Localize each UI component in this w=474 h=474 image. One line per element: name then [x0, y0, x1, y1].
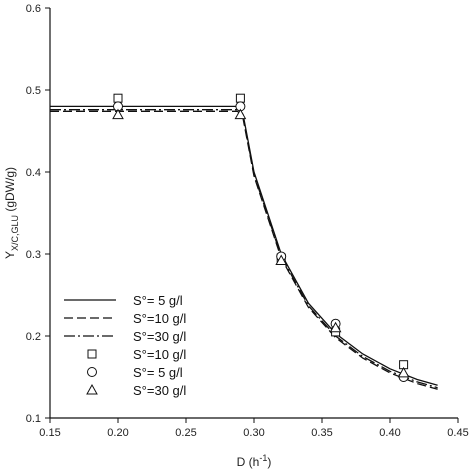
- series-line-1: [50, 110, 438, 390]
- square-point-0-0: [113, 93, 123, 103]
- x-tick-label-1: 0.20: [107, 427, 128, 439]
- x-tick-label-2: 0.25: [175, 427, 196, 439]
- plot-area: [50, 105, 438, 390]
- y-tick-label-2: 0.3: [26, 249, 41, 261]
- y-tick-label-5: 0.6: [26, 3, 41, 15]
- legend-marker-4: [87, 367, 97, 377]
- triangle-point-2-3: [329, 321, 342, 333]
- triangle-point-2-1: [234, 108, 247, 120]
- data-markers: [112, 93, 410, 382]
- x-tick-label-0: 0.15: [39, 427, 60, 439]
- legend-marker-5: [86, 383, 98, 395]
- x-tick-label-4: 0.35: [311, 427, 332, 439]
- y-tick-label-0: 0.1: [26, 413, 41, 425]
- series-line-2: [50, 109, 438, 389]
- x-axis-title: D (h-1): [237, 453, 272, 469]
- y-tick-label-4: 0.5: [26, 85, 41, 97]
- x-tick-label-5: 0.40: [379, 427, 400, 439]
- y-tick-label-3: 0.4: [26, 167, 41, 179]
- triangle-point-2-2: [275, 254, 288, 266]
- y-axis-title: YX/C,GLU (gDW/g): [3, 167, 20, 259]
- square-point-0-1: [235, 93, 245, 103]
- legend-label-5: S°=30 g/l: [133, 383, 186, 398]
- triangle-point-2-4: [397, 366, 410, 378]
- legend: S°= 5 g/l S°=10 g/l S°=30 g/l S°=10 g/l S°= …: [64, 293, 186, 398]
- series-line-0: [50, 105, 438, 386]
- legend-label-3: S°=10 g/l: [133, 347, 186, 362]
- legend-label-2: S°=30 g/l: [133, 329, 186, 344]
- legend-label-4: S°= 5 g/l: [133, 365, 183, 380]
- triangle-point-2-0: [112, 108, 124, 120]
- legend-label-1: S°=10 g/l: [133, 311, 186, 326]
- legend-label-0: S°= 5 g/l: [133, 293, 183, 308]
- axis-ticks: 0.15 0.20 0.25 0.30 0.35 0.40 0.45 0.1 0.2 0.3 0.4…: [26, 3, 469, 439]
- x-tick-label-6: 0.45: [447, 427, 468, 439]
- y-tick-label-1: 0.2: [26, 331, 41, 343]
- legend-marker-3: [87, 349, 97, 359]
- x-tick-label-3: 0.30: [243, 427, 264, 439]
